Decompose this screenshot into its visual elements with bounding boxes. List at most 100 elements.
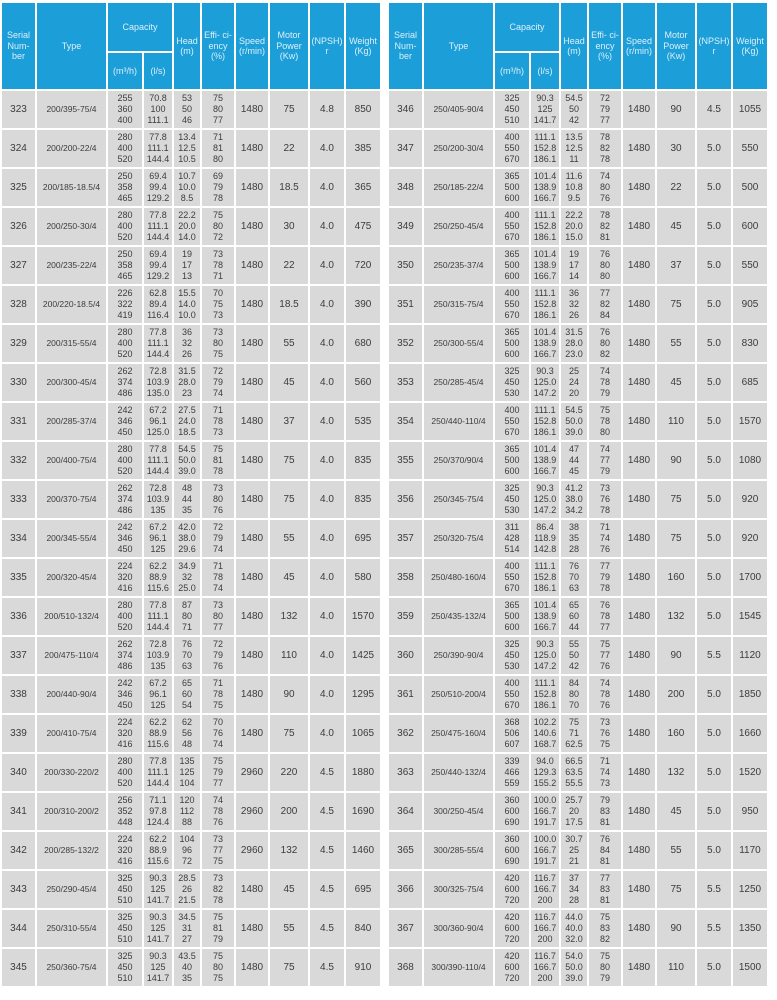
type-cell: 250/440-110/4 [424,403,493,440]
weight-cell: 1700 [733,559,767,596]
capacity-ls-cell: 90.3 125.0 147.2 [531,637,559,674]
weight-cell: 1170 [733,832,767,869]
capacity-m3h-cell: 325 450 510 [495,91,529,128]
npsh-cell: 4.0 [310,559,344,596]
capacity-m3h-cell: 325 450 510 [108,949,142,986]
header-capacity: Capacity [495,3,559,51]
speed-cell: 1480 [236,520,268,557]
weight-cell: 905 [733,286,767,323]
capacity-m3h-cell: 420 600 720 [495,871,529,908]
header-type: Type [37,3,106,89]
serial-number-cell: 331 [2,403,35,440]
weight-cell: 1350 [733,910,767,947]
motor-power-cell: 37 [270,403,308,440]
serial-number-cell: 362 [389,715,422,752]
speed-cell: 1480 [236,403,268,440]
capacity-ls-cell: 77.8 111.1 144.4 [144,598,172,635]
header-weight: Weight (Kg) [733,3,767,89]
capacity-ls-cell: 111.1 152.8 186.1 [531,208,559,245]
serial-number-cell: 345 [2,949,35,986]
efficiency-cell: 73 80 77 [202,598,234,635]
head-cell: 54.5 50.0 39.0 [174,442,200,479]
type-cell: 250/370/90/4 [424,442,493,479]
capacity-ls-cell: 101.4 138.9 166.7 [531,325,559,362]
motor-power-cell: 45 [270,364,308,401]
capacity-m3h-cell: 400 550 670 [495,286,529,323]
type-cell: 250/405-90/4 [424,91,493,128]
npsh-cell: 4.5 [310,793,344,830]
weight-cell: 1120 [733,637,767,674]
motor-power-cell: 110 [657,403,695,440]
speed-cell: 1480 [236,715,268,752]
capacity-ls-cell: 116.7 166.7 200 [531,871,559,908]
head-cell: 76 70 63 [174,637,200,674]
speed-cell: 1480 [623,325,655,362]
speed-cell: 1480 [623,520,655,557]
weight-cell: 1295 [346,676,380,713]
head-cell: 38 35 28 [561,520,587,557]
serial-number-cell: 339 [2,715,35,752]
efficiency-cell: 70 76 74 [202,715,234,752]
motor-power-cell: 132 [270,832,308,869]
npsh-cell: 5.0 [697,208,731,245]
serial-number-cell: 330 [2,364,35,401]
head-cell: 19 17 14 [561,247,587,284]
speed-cell: 1480 [623,754,655,791]
head-cell: 65 60 44 [561,598,587,635]
speed-cell: 1480 [236,676,268,713]
efficiency-cell: 71 78 74 [202,559,234,596]
speed-cell: 1480 [623,403,655,440]
npsh-cell: 5.5 [697,637,731,674]
capacity-ls-cell: 90.3 125 141.7 [144,910,172,947]
npsh-cell: 5.0 [697,130,731,167]
pump-table-right: Serial Num- ber Type Capacity (m³/h) (l/s) He… [389,3,767,986]
efficiency-cell: 73 80 75 [202,325,234,362]
head-cell: 34.9 32 25.0 [174,559,200,596]
capacity-m3h-cell: 242 346 450 [108,676,142,713]
serial-number-cell: 327 [2,247,35,284]
capacity-ls-cell: 90.3 125.0 147.2 [531,481,559,518]
npsh-cell: 5.0 [697,364,731,401]
weight-cell: 550 [733,247,767,284]
type-cell: 300/360-90/4 [424,910,493,947]
capacity-m3h-cell: 365 500 600 [495,442,529,479]
head-cell: 22.2 20.0 14.0 [174,208,200,245]
capacity-m3h-cell: 325 450 530 [495,364,529,401]
speed-cell: 2960 [236,754,268,791]
speed-cell: 1480 [236,910,268,947]
capacity-ls-cell: 77.8 111.1 144.4 [144,130,172,167]
efficiency-cell: 69 79 78 [202,169,234,206]
npsh-cell: 5.0 [697,793,731,830]
efficiency-cell: 72 79 74 [202,520,234,557]
speed-cell: 1480 [623,715,655,752]
type-cell: 250/250-45/4 [424,208,493,245]
type-cell: 200/285-37/4 [37,403,106,440]
weight-cell: 1055 [733,91,767,128]
speed-cell: 1480 [236,130,268,167]
capacity-ls-cell: 90.3 125 141.7 [144,871,172,908]
head-cell: 54.5 50.0 39.0 [561,403,587,440]
motor-power-cell: 220 [270,754,308,791]
header-npsh: (NPSH) r [697,3,731,89]
capacity-m3h-cell: 365 500 600 [495,598,529,635]
motor-power-cell: 75 [270,715,308,752]
capacity-m3h-cell: 280 400 520 [108,325,142,362]
type-cell: 300/325-75/4 [424,871,493,908]
capacity-m3h-cell: 262 374 486 [108,637,142,674]
serial-number-cell: 338 [2,676,35,713]
motor-power-cell: 45 [657,208,695,245]
type-cell: 200/345-55/4 [37,520,106,557]
motor-power-cell: 132 [270,598,308,635]
npsh-cell: 4.8 [310,91,344,128]
motor-power-cell: 55 [657,325,695,362]
head-cell: 48 44 35 [174,481,200,518]
npsh-cell: 5.0 [697,286,731,323]
efficiency-cell: 76 80 80 [589,247,621,284]
npsh-cell: 4.5 [310,754,344,791]
type-cell: 200/315-55/4 [37,325,106,362]
speed-cell: 2960 [236,832,268,869]
speed-cell: 1480 [623,598,655,635]
npsh-cell: 4.0 [310,403,344,440]
speed-cell: 1480 [236,598,268,635]
motor-power-cell: 18.5 [270,286,308,323]
